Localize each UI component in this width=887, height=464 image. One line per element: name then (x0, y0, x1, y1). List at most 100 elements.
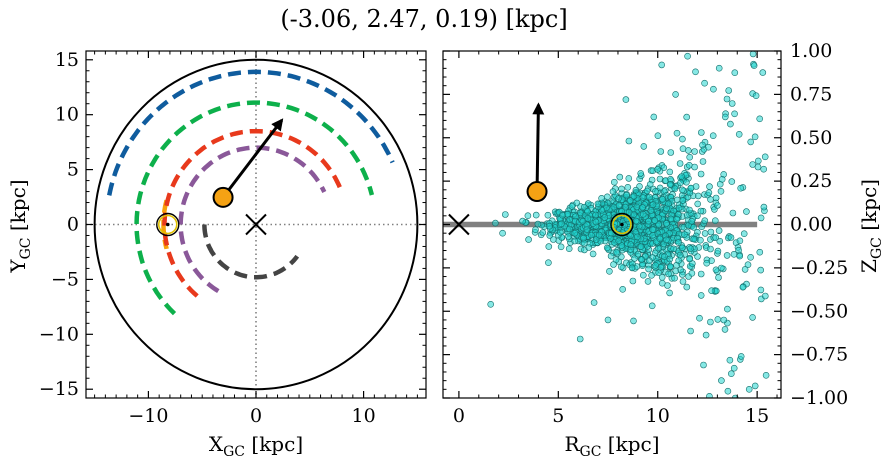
star-point (625, 175, 633, 182)
star-point (679, 135, 686, 143)
figure-title: (-3.06, 2.47, 0.19) [kpc] (280, 5, 567, 33)
star-point (699, 158, 707, 165)
ytick-label: 0.50 (790, 127, 832, 149)
star-point (757, 286, 765, 294)
star-point (639, 271, 647, 279)
star-point (706, 393, 713, 398)
star-point (759, 69, 767, 76)
star-point (487, 300, 495, 308)
star-point (675, 257, 683, 264)
star-point (665, 200, 672, 208)
star-point (525, 236, 532, 243)
star-point (697, 270, 705, 278)
ytick-label: 0 (67, 214, 79, 236)
star-point (727, 120, 734, 128)
star-point (627, 232, 634, 239)
star-point (571, 237, 579, 245)
star-point (712, 266, 720, 274)
star-point (699, 141, 706, 149)
star-point (634, 250, 642, 258)
star-point (619, 285, 627, 293)
star-point (618, 185, 625, 193)
star-point (716, 237, 724, 245)
star-point (725, 87, 733, 94)
star-point (595, 231, 603, 239)
star-point (747, 253, 754, 261)
star-point (652, 261, 659, 269)
star-point (666, 168, 674, 176)
star-point (743, 208, 750, 215)
ytick-label: 0.25 (790, 170, 832, 192)
star-point (679, 197, 687, 204)
star-point (707, 245, 714, 253)
star-point (727, 370, 735, 378)
star-point (712, 234, 720, 241)
star-point (686, 153, 694, 161)
star-point (702, 331, 710, 339)
star-point (697, 236, 704, 244)
star-point (707, 228, 715, 236)
star-point (583, 226, 591, 233)
star-point (534, 220, 542, 228)
star-point (519, 217, 526, 225)
star-point (632, 186, 640, 194)
star-point (584, 215, 592, 222)
star-point (718, 377, 725, 384)
star-point (656, 235, 664, 243)
star-point (632, 217, 640, 225)
star-point (683, 178, 690, 186)
star-point (756, 248, 764, 256)
star-point (691, 163, 698, 171)
star-point (676, 251, 684, 259)
star-point (532, 226, 539, 233)
star-point (637, 243, 645, 250)
star-point (741, 266, 749, 273)
star-point (592, 236, 600, 243)
star-point (649, 201, 657, 208)
star-point (731, 110, 738, 118)
star-point (710, 85, 717, 93)
star-point (625, 137, 633, 145)
ytick-label: −5 (51, 268, 79, 290)
star-point (616, 173, 624, 181)
xtick-label: −10 (128, 405, 168, 427)
star-point (687, 327, 694, 335)
sun-center-dot (165, 222, 170, 227)
star-point (666, 181, 674, 188)
star-point (629, 277, 637, 285)
star-point (598, 195, 605, 202)
edge-on-xlabel: RGC [kpc] (564, 432, 659, 460)
star-point (558, 220, 565, 228)
edge-on-ylabel: ZGC [kpc] (857, 179, 885, 273)
star-point (603, 244, 611, 252)
star-point (627, 241, 635, 248)
star-point (737, 353, 745, 360)
star-point (643, 187, 651, 195)
star-point (549, 236, 557, 243)
star-point (658, 61, 666, 69)
star-point (631, 255, 638, 262)
star-point (760, 165, 768, 173)
star-point (751, 382, 759, 390)
star-point (675, 239, 682, 246)
star-point (705, 143, 712, 151)
star-point (588, 231, 595, 239)
star-point (663, 220, 670, 227)
star-point (624, 184, 632, 191)
star-point (754, 163, 762, 171)
star-point (590, 299, 598, 306)
star-point (754, 157, 762, 165)
star-point (678, 244, 686, 252)
star-point (667, 215, 675, 223)
star-point (571, 229, 579, 237)
star-point (715, 64, 723, 72)
galactic-center-marker (448, 213, 470, 236)
star-point (745, 385, 753, 393)
star-point (757, 214, 765, 222)
star-point (630, 192, 638, 200)
spiral-arm-0 (106, 69, 395, 196)
star-point (757, 266, 765, 274)
star-point (675, 204, 683, 212)
star-point (648, 271, 655, 279)
star-point (694, 200, 702, 208)
